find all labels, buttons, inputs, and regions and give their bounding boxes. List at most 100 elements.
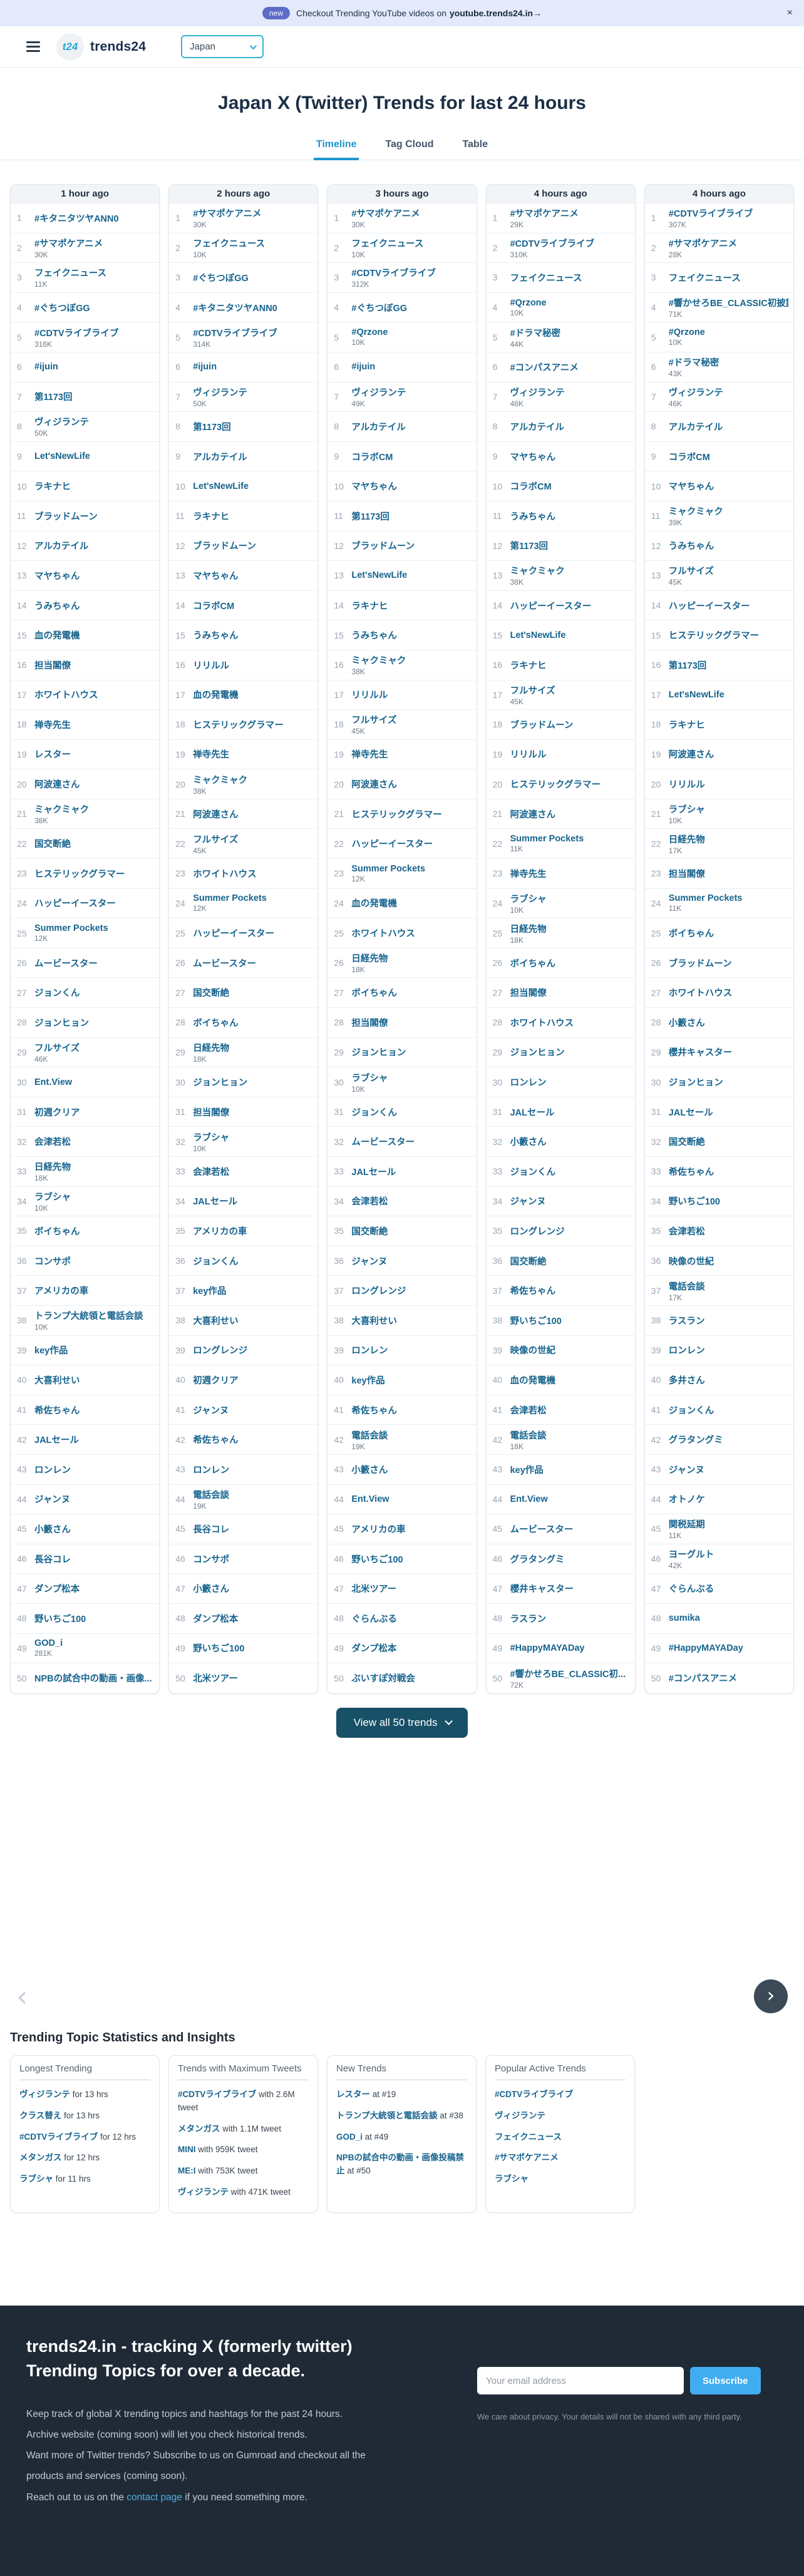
trend-link[interactable]: ハッピーイースター — [668, 601, 750, 612]
trend-link[interactable]: 国交断絶 — [351, 1226, 388, 1237]
stats-trend-link[interactable]: ヴィジランテ — [495, 2110, 545, 2120]
trend-link[interactable]: JALセール — [193, 1197, 238, 1208]
trend-link[interactable]: 会津若松 — [351, 1197, 388, 1208]
stats-trend-link[interactable]: ラブシャ — [19, 2174, 53, 2184]
view-all-trends-button[interactable]: View all 50 trends — [336, 1707, 468, 1738]
trend-link[interactable]: 希佐ちゃん — [193, 1435, 239, 1446]
trend-link[interactable]: 電話会談 — [510, 1430, 547, 1441]
trend-link[interactable]: 野いちご100 — [193, 1644, 245, 1655]
trend-link[interactable]: 大喜利せい — [193, 1316, 239, 1326]
trend-link[interactable]: #ijuin — [193, 362, 217, 372]
trend-link[interactable]: アルカテイル — [510, 422, 565, 433]
trend-link[interactable]: ロングレンジ — [510, 1226, 565, 1237]
trend-link[interactable]: Summer Pockets — [351, 863, 426, 874]
stats-trend-link[interactable]: メタンガス — [19, 2153, 62, 2163]
stats-trend-link[interactable]: #CDTVライブライブ — [19, 2132, 98, 2142]
trend-link[interactable]: ぶいすぽ対戦会 — [351, 1674, 415, 1685]
trend-link[interactable]: 小籔さん — [510, 1137, 547, 1148]
trend-link[interactable]: フェイクニュース — [351, 239, 424, 249]
trend-link[interactable]: 多井さん — [668, 1375, 705, 1386]
trend-link[interactable]: ホワイトハウス — [193, 869, 257, 880]
stats-trend-link[interactable]: MINI — [178, 2145, 196, 2155]
trend-link[interactable]: Let'sNewLife — [193, 481, 249, 491]
trend-link[interactable]: 阿波連さん — [351, 780, 397, 791]
trend-link[interactable]: 櫻井キャスター — [510, 1584, 574, 1595]
trend-link[interactable]: #コンパスアニメ — [510, 362, 579, 373]
trend-link[interactable]: アルカテイル — [193, 452, 247, 463]
trend-link[interactable]: #サマポケアニメ — [510, 209, 579, 220]
trend-link[interactable]: マヤちゃん — [193, 571, 239, 582]
trend-link[interactable]: 禅寺先生 — [193, 750, 230, 761]
trend-link[interactable]: ダンプ松本 — [193, 1614, 239, 1624]
trend-link[interactable]: リリルル — [351, 690, 388, 701]
trend-link[interactable]: key作品 — [34, 1346, 68, 1357]
stats-trend-link[interactable]: #CDTVライブライブ — [178, 2089, 257, 2099]
trend-link[interactable]: 小籔さん — [34, 1524, 71, 1535]
trend-link[interactable]: #サマポケアニメ — [34, 239, 103, 249]
trend-link[interactable]: ジョンくん — [351, 1107, 397, 1118]
trend-link[interactable]: ジョンくん — [34, 988, 80, 999]
trend-link[interactable]: リリルル — [510, 750, 547, 761]
trend-link[interactable]: うみちゃん — [193, 631, 239, 642]
trend-link[interactable]: 野いちご100 — [510, 1316, 562, 1326]
trend-link[interactable]: 日経先物 — [351, 954, 388, 965]
trend-link[interactable]: ヒステリックグラマー — [351, 809, 442, 820]
trend-link[interactable]: 担当閣僚 — [351, 1018, 388, 1029]
trend-link[interactable]: ミャクミャク — [351, 656, 406, 667]
trend-link[interactable]: ラキナヒ — [351, 601, 388, 612]
trend-link[interactable]: 櫻井キャスター — [668, 1048, 733, 1059]
trend-link[interactable]: #ぐちつぼGG — [193, 273, 249, 284]
trend-link[interactable]: ミャクミャク — [193, 775, 248, 786]
trend-link[interactable]: #ぐちつぼGG — [351, 303, 408, 314]
carousel-prev-icon[interactable]: ‹ — [16, 1979, 28, 2013]
trend-link[interactable]: 電話会談 — [193, 1490, 230, 1501]
trend-link[interactable]: ラブシャ — [510, 894, 547, 905]
trend-link[interactable]: ジャンヌ — [193, 1405, 229, 1416]
trend-link[interactable]: 初週クリア — [34, 1107, 80, 1118]
trend-link[interactable]: #ijuin — [34, 362, 58, 372]
trend-link[interactable]: 映像の世紀 — [668, 1256, 714, 1267]
trend-link[interactable]: ラキナヒ — [193, 511, 230, 522]
trend-link[interactable]: ラキナヒ — [668, 720, 705, 731]
trend-link[interactable]: ミャクミャク — [668, 507, 723, 518]
trend-link[interactable]: ラキナヒ — [34, 482, 71, 493]
trend-link[interactable]: 会津若松 — [34, 1137, 71, 1148]
trend-link[interactable]: 小籔さん — [351, 1465, 388, 1475]
trend-link[interactable]: ヴィジランテ — [34, 418, 89, 428]
trend-link[interactable]: ジョンヒョン — [34, 1018, 89, 1029]
stats-trend-link[interactable]: レスター — [336, 2089, 370, 2099]
trend-link[interactable]: 長谷コレ — [34, 1554, 71, 1565]
trend-link[interactable]: 第1173回 — [34, 393, 73, 403]
trend-link[interactable]: 初週クリア — [193, 1375, 239, 1386]
trend-link[interactable]: コラボCM — [351, 452, 393, 463]
trend-link[interactable]: 血の発電機 — [193, 690, 239, 701]
trend-link[interactable]: アルカテイル — [351, 422, 406, 433]
trend-link[interactable]: 日経先物 — [193, 1043, 230, 1054]
tab-timeline[interactable]: Timeline — [313, 135, 359, 160]
trend-link[interactable]: ロンレン — [351, 1346, 388, 1357]
trend-link[interactable]: 日経先物 — [34, 1162, 71, 1173]
trend-link[interactable]: #ドラマ秘密 — [510, 328, 561, 339]
trend-link[interactable]: ヒステリックグラマー — [193, 720, 284, 731]
trend-link[interactable]: 北米ツアー — [351, 1584, 397, 1595]
brand-name[interactable]: trends24 — [90, 39, 147, 54]
trend-link[interactable]: フェイクニュース — [193, 239, 265, 249]
stats-trend-link[interactable]: #CDTVライブライブ — [495, 2089, 574, 2099]
trend-link[interactable]: #サマポケアニメ — [668, 239, 738, 249]
trend-link[interactable]: ボイちゃん — [34, 1226, 80, 1237]
trend-link[interactable]: トランプ大統領と電話会談 — [34, 1311, 143, 1322]
trend-link[interactable]: うみちゃん — [34, 601, 80, 612]
trend-link[interactable]: ブラッドムーン — [668, 958, 732, 969]
trend-link[interactable]: ジョンくん — [193, 1256, 239, 1267]
trend-link[interactable]: コラボCM — [668, 452, 710, 463]
trend-link[interactable]: ヴィジランテ — [193, 387, 248, 398]
trend-link[interactable]: ヴィジランテ — [351, 387, 406, 398]
trend-link[interactable]: Ent.View — [510, 1494, 548, 1504]
trend-link[interactable]: ヒステリックグラマー — [510, 780, 601, 791]
trend-link[interactable]: 希佐ちゃん — [34, 1405, 80, 1416]
trend-link[interactable]: フルサイズ — [193, 834, 239, 845]
stats-trend-link[interactable]: メタンガス — [178, 2123, 220, 2133]
trend-link[interactable]: コラボCM — [193, 601, 235, 612]
trend-link[interactable]: 野いちご100 — [34, 1614, 86, 1624]
trend-link[interactable]: 第1173回 — [510, 541, 549, 552]
